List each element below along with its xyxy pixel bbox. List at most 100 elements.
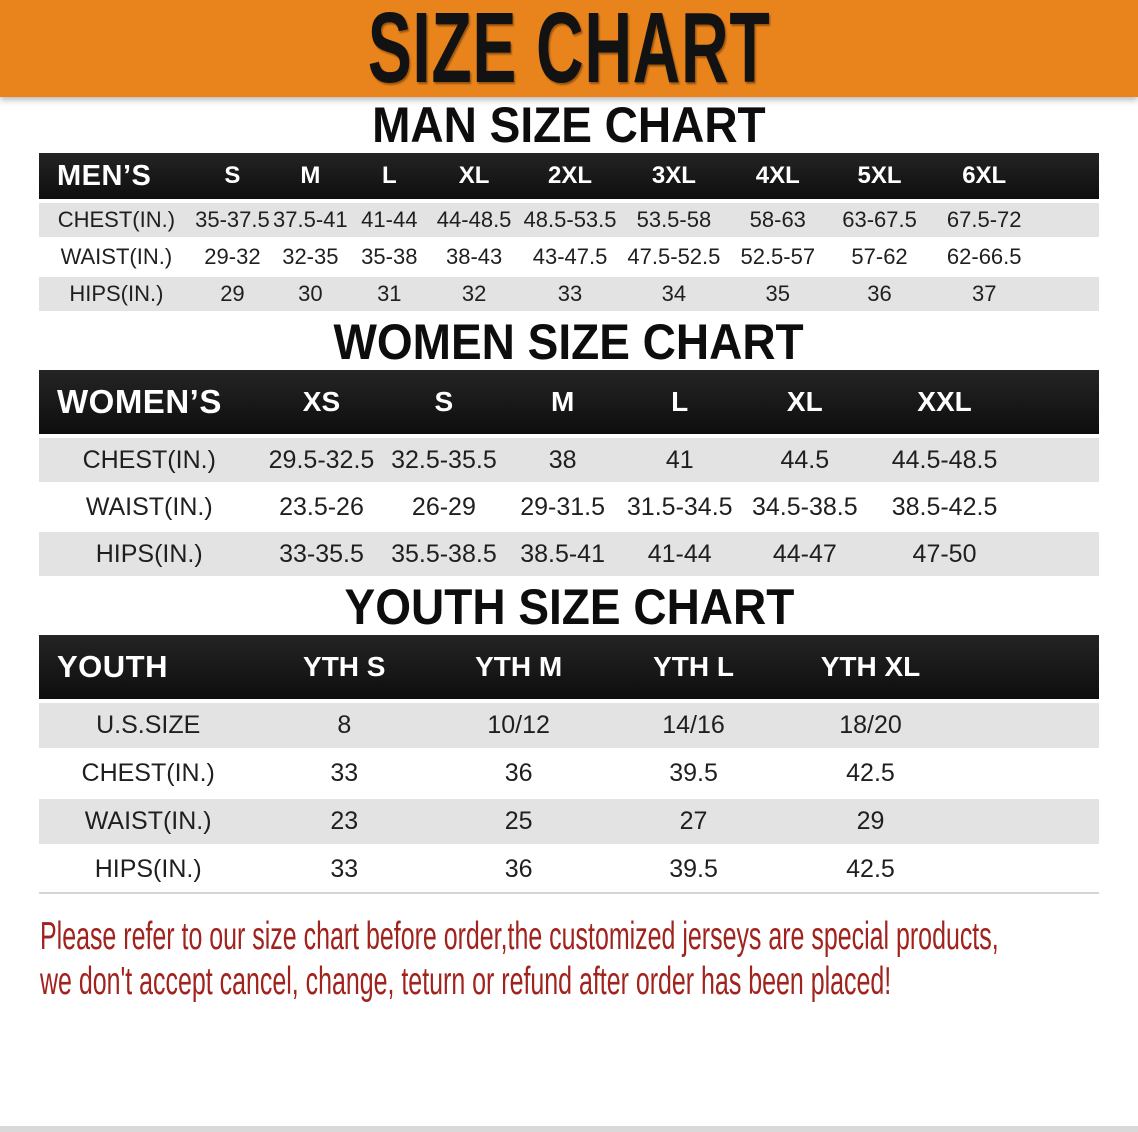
- size-column-header: 4XL: [726, 153, 829, 203]
- measurement-label: HIPS(IN.): [39, 532, 260, 579]
- size-value-cell: 33: [257, 847, 432, 894]
- size-table-header-row: MEN’S S M L XL 2XL 3XL 4XL 5XL 6XL: [39, 153, 1099, 203]
- disclaimer-line-1: Please refer to our size chart before or…: [40, 915, 999, 958]
- size-value-cell: 8: [257, 703, 432, 751]
- size-table-header-row: YOUTH YTH S YTH M YTH L YTH XL: [39, 635, 1099, 703]
- size-value-cell: 53.5-58: [620, 203, 727, 240]
- disclaimer-line-2: we don't accept cancel, change, teturn o…: [40, 960, 892, 1003]
- measurement-label: CHEST(IN.): [39, 751, 258, 799]
- size-value-cell: 30: [271, 277, 350, 314]
- size-chart-banner: SIZE CHART: [0, 0, 1138, 98]
- measurement-label: WAIST(IN.): [39, 240, 194, 277]
- size-value-cell: 58-63: [726, 203, 829, 240]
- size-value-cell: 33: [519, 277, 621, 314]
- size-column-header: XL: [429, 153, 520, 203]
- size-value-cell: 41: [620, 438, 739, 485]
- size-value-cell: 29: [193, 277, 272, 314]
- size-value-cell: 36: [828, 277, 931, 314]
- size-value-cell: 23.5-26: [259, 485, 384, 532]
- measurement-label: HIPS(IN.): [39, 277, 194, 314]
- size-column-header: M: [271, 153, 350, 203]
- measurement-row: CHEST(IN.) 35-37.5 37.5-41 41-44 44-48.5 48.5…: [39, 203, 1099, 240]
- youth-section-heading: YOUTH SIZE CHART: [0, 579, 1138, 635]
- measurement-row: WAIST(IN.) 23.5-26 26-29 29-31.5 31.5-34.5 34…: [39, 485, 1099, 532]
- size-value-cell: 23: [257, 799, 432, 847]
- size-value-cell: 41-44: [349, 203, 430, 240]
- size-value-cell: 33-35.5: [259, 532, 384, 579]
- size-value-cell: 35.5-38.5: [383, 532, 505, 579]
- size-column-header: L: [349, 153, 430, 203]
- size-column-header: YTH S: [257, 635, 432, 703]
- size-value-cell: 32.5-35.5: [383, 438, 505, 485]
- size-column-header: XXL: [871, 370, 1099, 438]
- size-value-cell: 57-62: [828, 240, 931, 277]
- size-value-cell: 36: [431, 847, 607, 894]
- youth-size-table: YOUTH YTH S YTH M YTH L YTH XL U.S.SIZE 8 10/12…: [39, 635, 1099, 894]
- size-value-cell: 35: [726, 277, 829, 314]
- size-column-header: S: [383, 370, 505, 438]
- measurement-label: HIPS(IN.): [39, 847, 258, 894]
- women-section: WOMEN SIZE CHART WOMEN’S XS S M L XL XXL CHEST(…: [0, 314, 1138, 579]
- size-value-cell: 42.5: [780, 847, 1099, 894]
- measurement-label: CHEST(IN.): [39, 203, 194, 240]
- size-value-cell: 31: [349, 277, 430, 314]
- measurement-row: WAIST(IN.) 29-32 32-35 35-38 38-43 43-47.5 47.…: [39, 240, 1099, 277]
- size-column-header: M: [504, 370, 621, 438]
- size-value-cell: 37.5-41: [271, 203, 350, 240]
- measurement-label: U.S.SIZE: [39, 703, 258, 751]
- size-value-cell: 32: [429, 277, 520, 314]
- size-column-header: XS: [259, 370, 384, 438]
- size-value-cell: 10/12: [431, 703, 607, 751]
- size-value-cell: 29-31.5: [504, 485, 621, 532]
- size-value-cell: 26-29: [383, 485, 505, 532]
- men-section-heading: MAN SIZE CHART: [0, 97, 1138, 153]
- size-value-cell: 39.5: [606, 751, 781, 799]
- size-value-cell: 38.5-41: [504, 532, 621, 579]
- measurement-row: CHEST(IN.) 33 36 39.5 42.5: [39, 751, 1099, 799]
- size-value-cell: 27: [606, 799, 781, 847]
- size-value-cell: 38.5-42.5: [871, 485, 1099, 532]
- size-value-cell: 44-48.5: [429, 203, 520, 240]
- size-value-cell: 34.5-38.5: [738, 485, 872, 532]
- measurement-label: CHEST(IN.): [39, 438, 260, 485]
- youth-section: YOUTH SIZE CHART YOUTH YTH S YTH M YTH L YTH…: [0, 579, 1138, 894]
- men-section: MAN SIZE CHART MEN’S S M L XL 2XL 3XL 4XL 5XL 6XL…: [0, 97, 1138, 314]
- size-column-header: YTH M: [431, 635, 607, 703]
- size-value-cell: 29.5-32.5: [259, 438, 384, 485]
- size-value-cell: 37: [930, 277, 1099, 314]
- measurement-row: HIPS(IN.) 33-35.5 35.5-38.5 38.5-41 41-44 44-…: [39, 532, 1099, 579]
- size-column-header: 5XL: [828, 153, 931, 203]
- size-value-cell: 67.5-72: [930, 203, 1099, 240]
- size-value-cell: 63-67.5: [828, 203, 931, 240]
- measurement-row: HIPS(IN.) 33 36 39.5 42.5: [39, 847, 1099, 894]
- size-value-cell: 41-44: [620, 532, 739, 579]
- size-value-cell: 43-47.5: [519, 240, 621, 277]
- size-column-header: YTH XL: [780, 635, 1099, 703]
- measurement-row: WAIST(IN.) 23 25 27 29: [39, 799, 1099, 847]
- size-value-cell: 29-32: [193, 240, 272, 277]
- size-value-cell: 44.5-48.5: [871, 438, 1099, 485]
- women-section-heading-text: WOMEN SIZE CHART: [333, 314, 805, 370]
- bottom-divider: [0, 1126, 1138, 1132]
- size-value-cell: 32-35: [271, 240, 350, 277]
- table-group-label: WOMEN’S: [39, 370, 260, 438]
- size-value-cell: 31.5-34.5: [620, 485, 739, 532]
- men-section-heading-text: MAN SIZE CHART: [372, 97, 766, 153]
- size-value-cell: 36: [431, 751, 607, 799]
- size-column-header: 6XL: [930, 153, 1099, 203]
- measurement-row: U.S.SIZE 8 10/12 14/16 18/20: [39, 703, 1099, 751]
- size-value-cell: 25: [431, 799, 607, 847]
- size-value-cell: 42.5: [780, 751, 1099, 799]
- table-group-label: MEN’S: [39, 153, 194, 203]
- measurement-row: CHEST(IN.) 29.5-32.5 32.5-35.5 38 41 44.5 44.5…: [39, 438, 1099, 485]
- size-value-cell: 18/20: [780, 703, 1099, 751]
- size-value-cell: 52.5-57: [726, 240, 829, 277]
- table-group-label: YOUTH: [39, 635, 258, 703]
- women-size-table: WOMEN’S XS S M L XL XXL CHEST(IN.) 29.5-32.5 32.5…: [39, 370, 1099, 579]
- size-value-cell: 62-66.5: [930, 240, 1099, 277]
- size-value-cell: 34: [620, 277, 727, 314]
- men-size-table: MEN’S S M L XL 2XL 3XL 4XL 5XL 6XL CHEST(IN.) 35-37…: [39, 153, 1099, 314]
- measurement-label: WAIST(IN.): [39, 485, 260, 532]
- size-column-header: XL: [738, 370, 872, 438]
- size-column-header: S: [193, 153, 272, 203]
